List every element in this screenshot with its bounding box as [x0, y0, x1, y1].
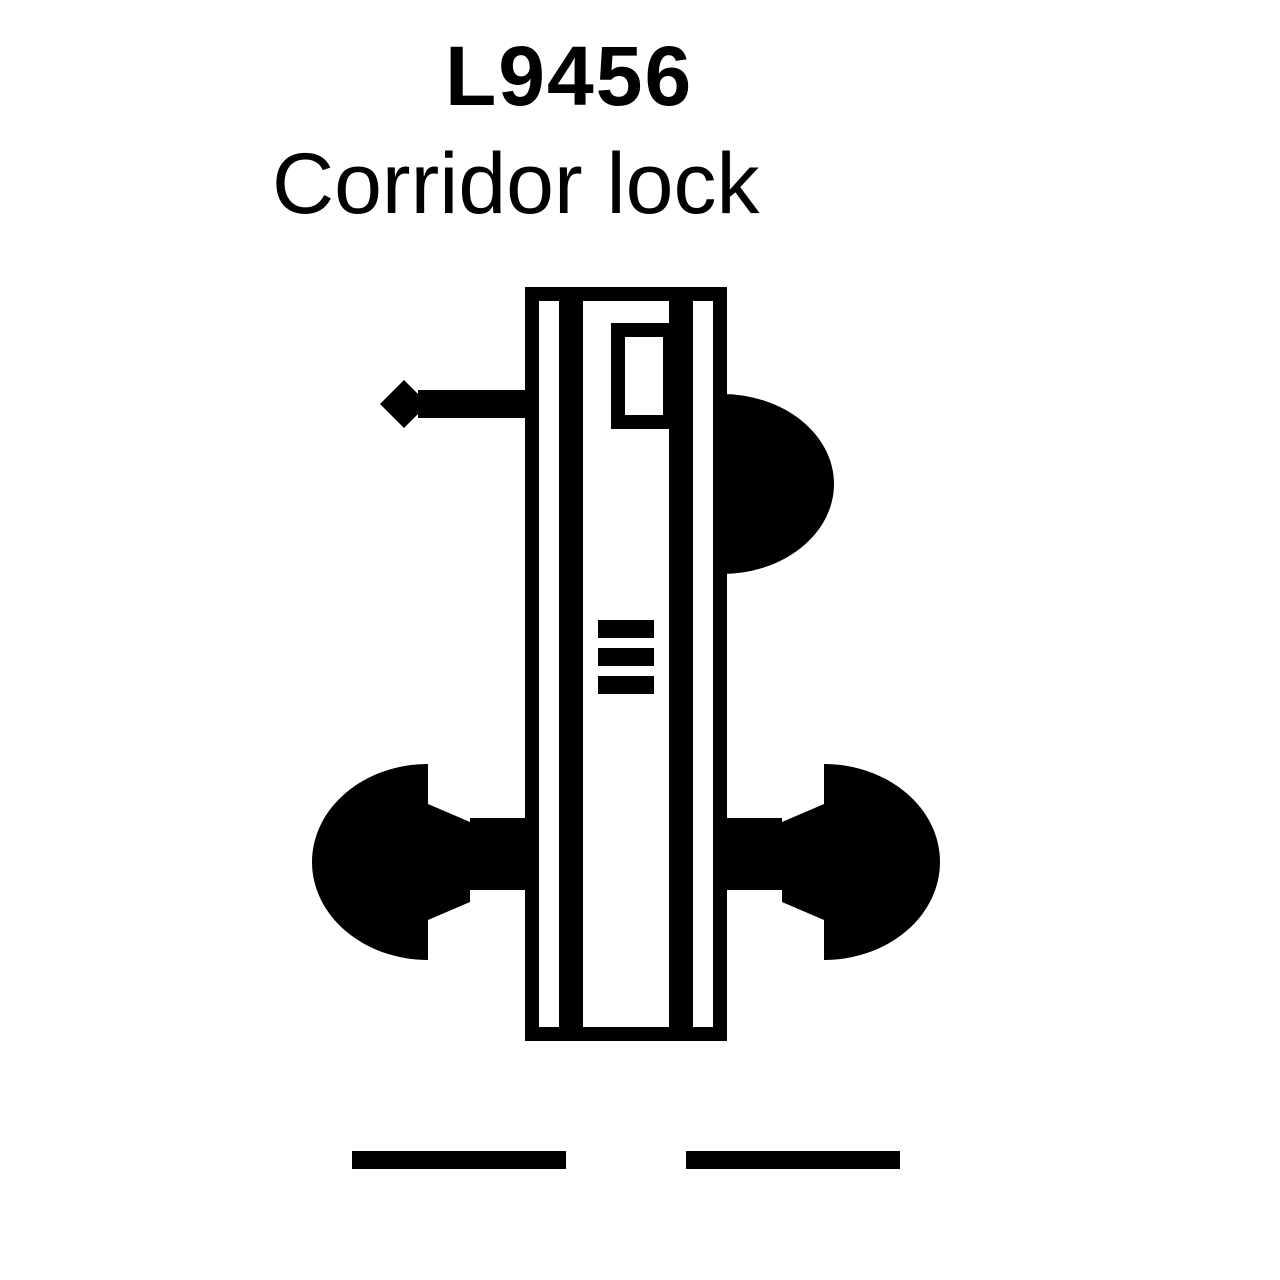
lock-diagram: L9456 Corridor lock	[0, 0, 1280, 1280]
lock-illustration	[0, 0, 1280, 1280]
